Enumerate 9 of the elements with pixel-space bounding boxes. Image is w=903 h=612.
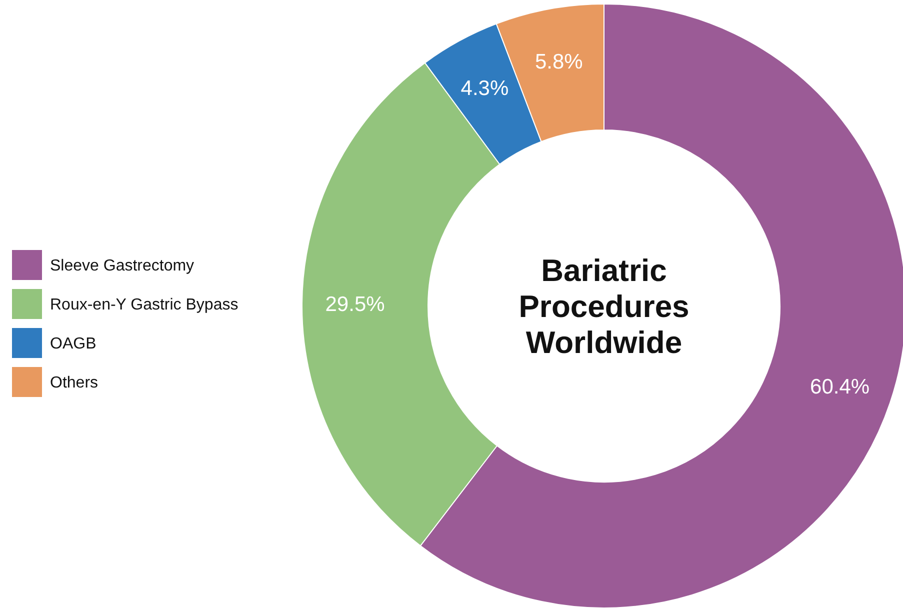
data-label: 60.4% xyxy=(810,375,870,398)
data-label: 4.3% xyxy=(460,76,509,100)
data-label: 5.8% xyxy=(534,50,583,74)
legend-label: Others xyxy=(50,374,98,392)
legend-label: Roux-en-Y Gastric Bypass xyxy=(50,296,238,314)
text: Bariatric Procedures Worldwide xyxy=(518,252,690,360)
data-label: 29.5% xyxy=(325,293,385,316)
legend-label: Sleeve Gastrectomy xyxy=(50,258,194,275)
legend-label: OAGB xyxy=(50,336,96,353)
